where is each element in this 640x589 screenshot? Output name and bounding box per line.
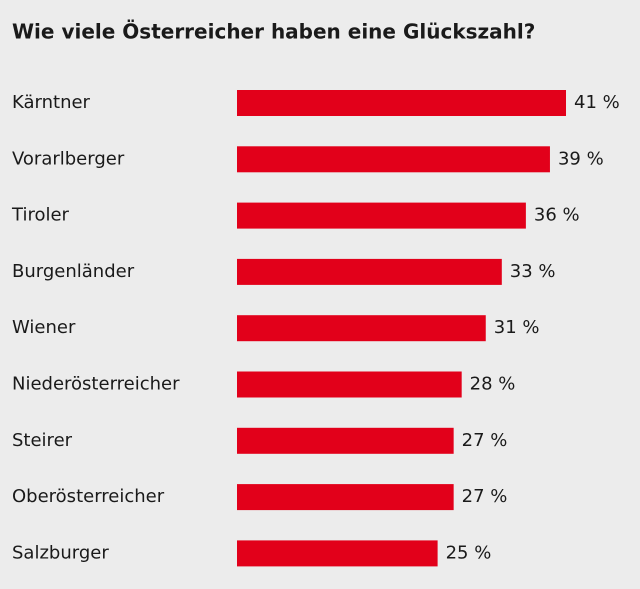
bar — [237, 371, 462, 398]
bar — [237, 90, 566, 116]
value-label: 33 % — [510, 261, 556, 282]
bar — [237, 258, 502, 285]
category-label: Oberösterreicher — [12, 486, 165, 507]
category-label: Tiroler — [11, 205, 70, 226]
bar — [237, 146, 550, 173]
value-label: 31 % — [494, 317, 540, 338]
category-label: Wiener — [12, 317, 76, 338]
category-label: Burgenländer — [12, 261, 135, 282]
bar — [237, 484, 454, 511]
category-label: Salzburger — [12, 542, 109, 563]
bar — [237, 202, 526, 229]
category-label: Steirer — [12, 430, 73, 451]
category-label: Vorarlberger — [12, 148, 125, 169]
category-label: Kärntner — [12, 92, 91, 113]
value-label: 25 % — [446, 542, 492, 563]
value-label: 27 % — [462, 430, 508, 451]
value-label: 39 % — [558, 148, 604, 169]
bar — [237, 540, 438, 567]
category-label: Niederösterreicher — [12, 374, 180, 395]
value-label: 41 % — [574, 92, 620, 113]
value-label: 28 % — [470, 374, 516, 395]
value-label: 36 % — [534, 205, 580, 226]
bar — [237, 427, 454, 454]
bar — [237, 315, 486, 342]
value-label: 27 % — [462, 486, 508, 507]
chart-title: Wie viele Österreicher haben eine Glücks… — [12, 20, 535, 44]
